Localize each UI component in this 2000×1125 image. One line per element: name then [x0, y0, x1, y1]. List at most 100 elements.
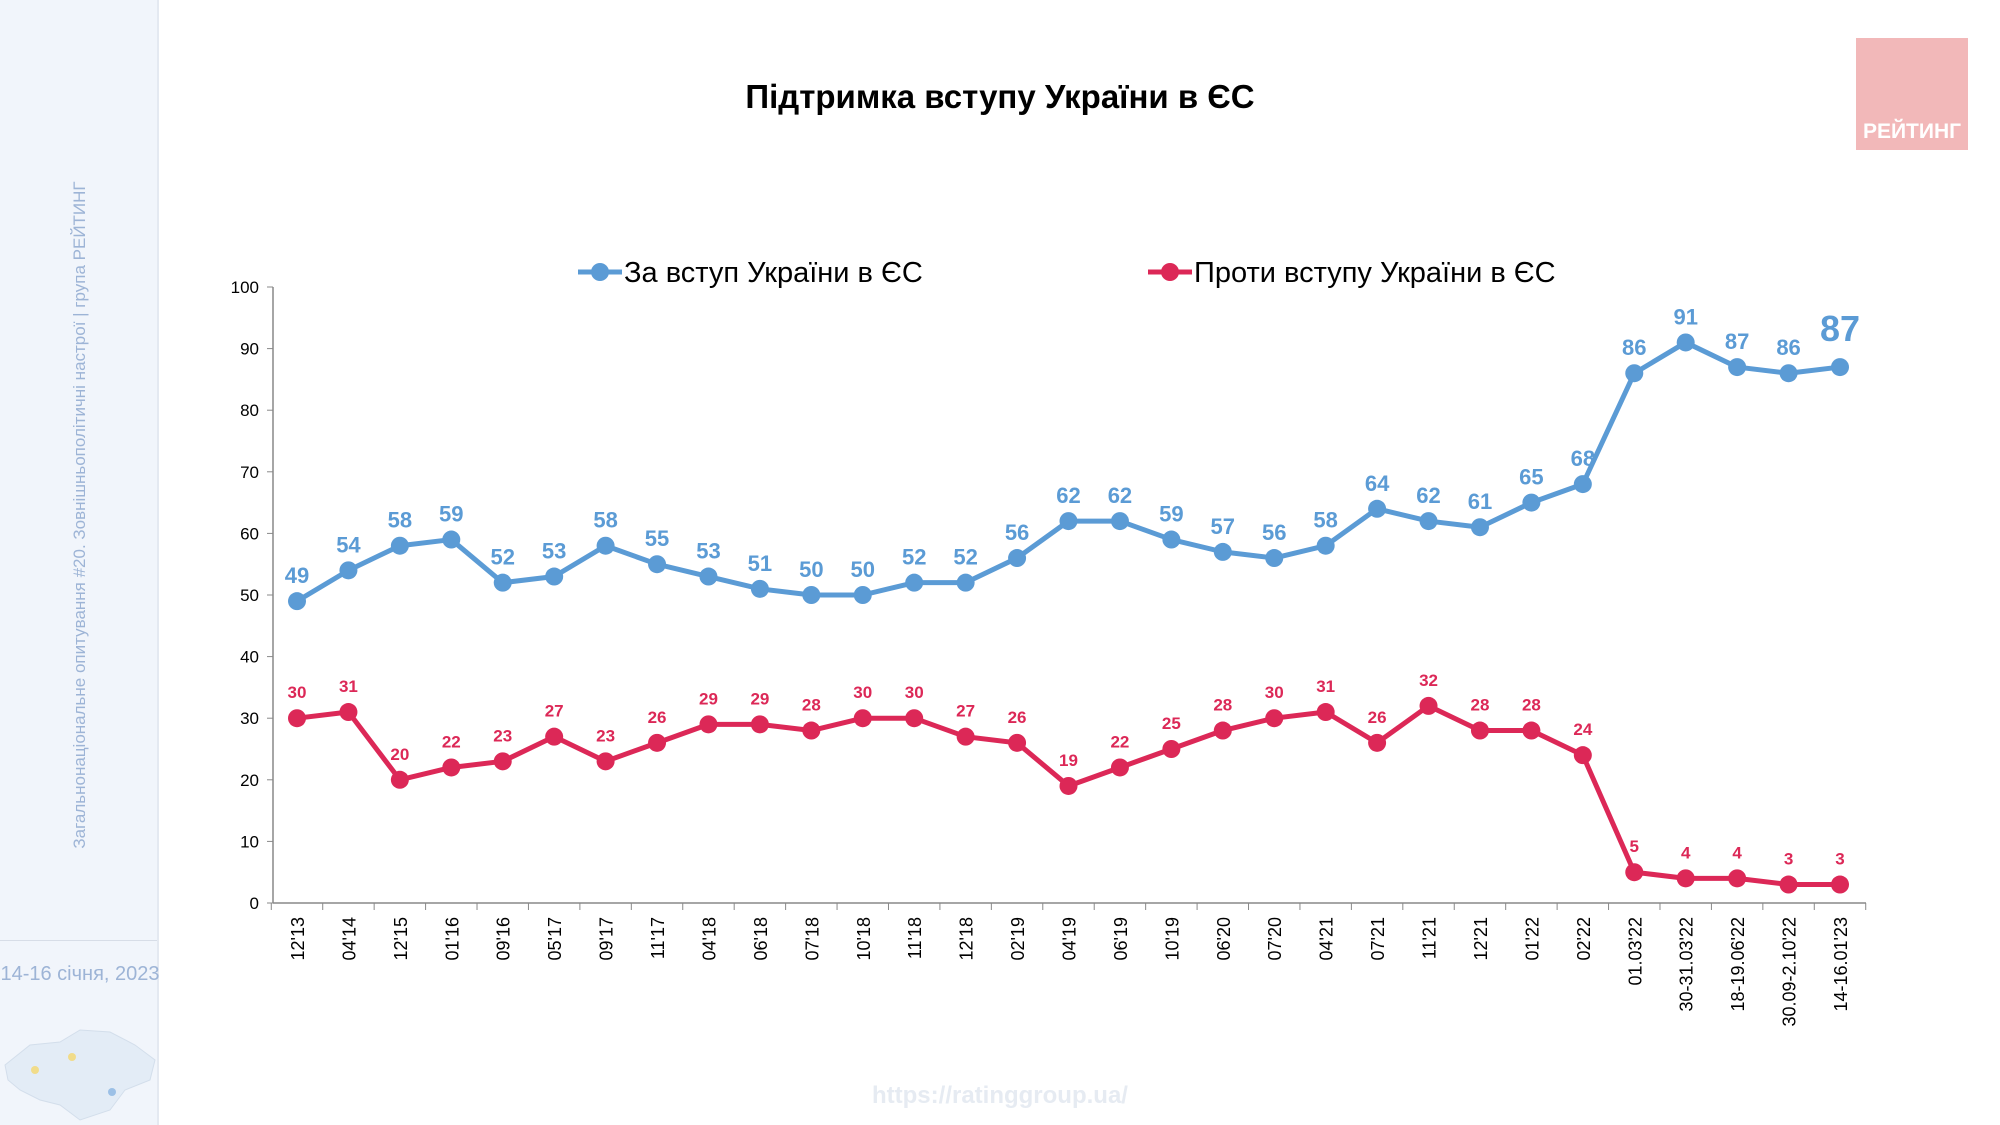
data-point [1008, 733, 1027, 752]
data-point [699, 567, 718, 586]
x-tick-label: 01'22 [1522, 917, 1542, 960]
x-tick-label: 07'18 [802, 917, 822, 960]
data-label: 91 [1673, 304, 1697, 329]
data-label: 29 [750, 689, 769, 708]
data-label: 23 [596, 726, 615, 745]
x-tick-label: 12'15 [391, 917, 411, 960]
data-point [750, 579, 769, 598]
rating-logo: РЕЙТИНГ [1856, 38, 1968, 150]
data-point [1470, 721, 1489, 740]
x-tick-label: 12'18 [957, 917, 977, 960]
data-label: 28 [802, 696, 821, 715]
data-point [1059, 512, 1078, 531]
x-tick-label: 05'17 [545, 917, 565, 960]
data-point [1316, 703, 1335, 722]
data-point [493, 573, 512, 592]
footer-url[interactable]: https://ratinggroup.ua/ [872, 1082, 1128, 1109]
data-point [905, 709, 924, 728]
x-tick-label: 02'22 [1574, 917, 1594, 960]
data-label: 4 [1732, 843, 1742, 862]
y-tick-label: 90 [240, 340, 259, 359]
data-label: 22 [442, 732, 461, 751]
data-label: 4 [1681, 843, 1691, 862]
data-point [339, 561, 358, 580]
data-point [390, 536, 409, 555]
data-label: 25 [1162, 714, 1181, 733]
data-label: 62 [1056, 483, 1080, 508]
data-point [1625, 863, 1644, 882]
data-point [1419, 696, 1438, 715]
data-label: 57 [1211, 514, 1235, 539]
data-point [339, 703, 358, 722]
data-point [442, 530, 461, 549]
x-tick-label: 30-31.03'22 [1677, 917, 1697, 1012]
data-point [288, 592, 306, 611]
x-tick-label: 06'18 [751, 917, 771, 960]
data-point [545, 727, 564, 746]
data-label: 52 [902, 545, 926, 570]
data-point [545, 567, 564, 586]
data-label: 86 [1776, 335, 1800, 360]
y-tick-label: 40 [240, 648, 259, 667]
data-point [1110, 512, 1129, 531]
data-point [596, 752, 615, 771]
data-point [493, 752, 512, 771]
data-label: 53 [696, 539, 720, 564]
x-tick-label: 07'21 [1368, 917, 1388, 960]
x-tick-label: 02'19 [1008, 917, 1028, 960]
data-label: 87 [1725, 329, 1749, 354]
data-label: 27 [545, 702, 564, 721]
data-label: 56 [1005, 520, 1029, 545]
data-label: 30 [288, 683, 307, 702]
data-label: 29 [699, 689, 718, 708]
data-label: 53 [542, 539, 566, 564]
data-label: 30 [1265, 683, 1284, 702]
data-point [1522, 721, 1541, 740]
x-tick-label: 10'18 [854, 917, 874, 960]
data-label: 86 [1622, 335, 1646, 360]
series-line-for [295, 339, 1841, 604]
data-point [390, 770, 409, 789]
data-point [1213, 542, 1232, 561]
x-tick-label: 04'21 [1317, 917, 1337, 960]
x-tick-label: 04'19 [1060, 917, 1080, 960]
data-label: 32 [1419, 671, 1438, 690]
y-tick-label: 20 [240, 771, 259, 790]
logo-text: РЕЙТИНГ [1862, 120, 1962, 143]
data-label: 87 [1820, 308, 1860, 349]
data-label: 59 [1159, 502, 1183, 527]
data-point [288, 709, 306, 728]
data-label: 22 [1110, 732, 1129, 751]
y-tick-label: 10 [240, 832, 259, 851]
data-label: 31 [339, 677, 358, 696]
data-point [1625, 364, 1644, 383]
data-point [1831, 358, 1849, 377]
data-label: 64 [1365, 471, 1390, 496]
x-tick-label: 01.03'22 [1625, 917, 1645, 986]
data-point [956, 573, 975, 592]
data-label: 58 [388, 508, 412, 533]
data-point [1368, 499, 1387, 518]
data-label: 27 [956, 702, 975, 721]
x-tick-label: 18-19.06'22 [1728, 917, 1748, 1012]
survey-date: 14-16 січня, 2023 [0, 963, 160, 985]
data-point [1573, 746, 1592, 765]
x-tick-label: 11'18 [905, 917, 925, 959]
data-label: 54 [336, 532, 361, 557]
data-label: 28 [1471, 696, 1490, 715]
data-point [1779, 875, 1798, 894]
legend-marker [1161, 263, 1179, 281]
data-point [1265, 709, 1284, 728]
data-label: 3 [1784, 850, 1793, 869]
x-tick-label: 01'16 [442, 917, 462, 960]
data-point [1162, 740, 1181, 758]
x-tick-label: 10'19 [1162, 917, 1182, 960]
ukraine-map-icon [4, 1029, 156, 1121]
data-point [648, 555, 667, 574]
data-point [1779, 364, 1798, 383]
data-label: 19 [1059, 751, 1078, 770]
data-point [1110, 758, 1129, 777]
data-point [1470, 518, 1489, 537]
data-label: 52 [490, 545, 514, 570]
data-label: 26 [1008, 708, 1027, 727]
